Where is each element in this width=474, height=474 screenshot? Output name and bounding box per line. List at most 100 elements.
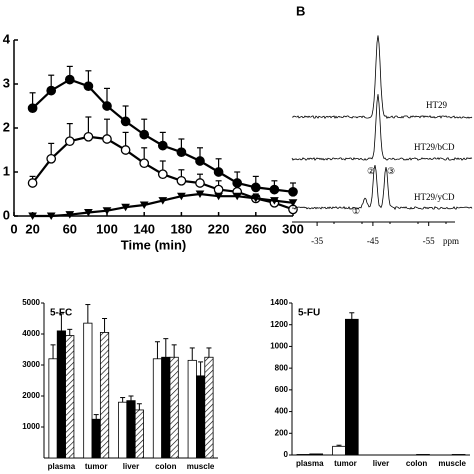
marker (46, 153, 57, 164)
chart-title: 5-FC (50, 308, 72, 319)
y-tick-label: 1400 (270, 298, 288, 307)
marker (157, 169, 168, 180)
bar (99, 332, 110, 459)
x-tick-label: -35 (311, 236, 323, 246)
y-tick-label: 1000 (22, 422, 40, 431)
bar (126, 400, 136, 459)
trace-label: HT29 (426, 100, 447, 110)
bar (204, 356, 214, 459)
x-tick-label: 300 (282, 221, 304, 236)
x-tick-label: colon (406, 459, 427, 468)
bar (344, 318, 359, 456)
marker (28, 212, 37, 220)
x-tick-label: 180 (171, 221, 193, 236)
y-tick-label: 400 (275, 407, 289, 416)
trace-label: HT29/yCD (414, 192, 455, 202)
x-tick-label: liver (373, 459, 389, 468)
bar (296, 454, 311, 456)
marker (27, 178, 38, 188)
marker (120, 116, 131, 127)
bar (91, 418, 101, 459)
x-tick-label: tumor (334, 459, 357, 468)
x-tick-label: liver (123, 462, 139, 471)
bar (83, 322, 93, 459)
bar (65, 335, 75, 459)
marker (139, 129, 150, 140)
peak-label: ② (367, 166, 375, 176)
y-tick-label: 4 (3, 31, 11, 46)
marker (232, 192, 242, 201)
marker (102, 101, 112, 111)
marker (46, 212, 56, 220)
bar (332, 445, 346, 456)
bar (161, 356, 171, 459)
marker (65, 211, 75, 219)
peak-label: ③ (387, 166, 395, 176)
x-tick-label: muscle (187, 462, 215, 471)
marker (176, 175, 187, 186)
y-tick-label: 3000 (22, 360, 40, 369)
chart-title: 5-FU (298, 308, 320, 319)
bar (152, 358, 163, 459)
y-tick-label: 3 (3, 75, 10, 90)
marker (288, 199, 298, 207)
y-tick-label: 200 (275, 428, 289, 437)
bar (187, 359, 197, 459)
marker (102, 134, 112, 144)
marker (195, 190, 205, 198)
bar (309, 453, 324, 456)
marker (157, 140, 168, 151)
marker (177, 192, 186, 201)
x-tick-label: tumor (85, 462, 108, 471)
x-tick-label: muscle (438, 459, 466, 468)
x-axis-label: Time (min) (121, 237, 187, 252)
marker (120, 145, 131, 155)
marker (121, 203, 130, 212)
marker (46, 85, 57, 96)
x-tick-label: 20 (25, 221, 39, 236)
x-tick-label: -55 (423, 236, 435, 246)
x-axis-label: ppm (443, 236, 459, 246)
bar (196, 375, 206, 459)
marker (27, 103, 38, 114)
marker (64, 136, 75, 147)
bar (56, 330, 66, 459)
peak-label: ① (352, 206, 360, 216)
marker (288, 186, 298, 197)
marker (102, 207, 112, 215)
y-tick-label: 1200 (270, 320, 288, 329)
bar (48, 358, 58, 459)
y-tick-label: 2000 (22, 391, 40, 400)
marker (84, 208, 93, 217)
x-tick-label: 140 (133, 221, 155, 236)
panel-label: B (296, 3, 305, 18)
bar (134, 409, 144, 459)
y-tick-label: 5000 (22, 298, 40, 307)
bar (169, 356, 179, 459)
bar (416, 454, 430, 456)
x-tick-label: 0 (10, 221, 17, 236)
x-tick-label: plasma (48, 462, 76, 471)
marker (251, 194, 261, 203)
marker (139, 158, 150, 169)
x-tick-label: 60 (63, 221, 77, 236)
marker (176, 147, 187, 158)
y-tick-label: 600 (275, 385, 289, 394)
y-tick-label: 0 (3, 207, 10, 222)
spectrum-trace (291, 94, 473, 161)
y-tick-label: 1000 (270, 342, 288, 351)
x-tick-label: 220 (208, 221, 230, 236)
bar (118, 401, 128, 459)
spectrum-trace (291, 35, 473, 119)
y-tick-label: 0 (284, 450, 289, 459)
x-tick-label: 260 (245, 221, 267, 236)
y-tick-label: 4000 (22, 329, 40, 338)
marker (64, 74, 75, 85)
marker (270, 197, 279, 205)
y-tick-label: 800 (275, 363, 289, 372)
marker (269, 184, 280, 195)
x-tick-label: -45 (367, 236, 379, 246)
y-tick-label: 2 (3, 119, 10, 134)
bar (451, 454, 466, 456)
